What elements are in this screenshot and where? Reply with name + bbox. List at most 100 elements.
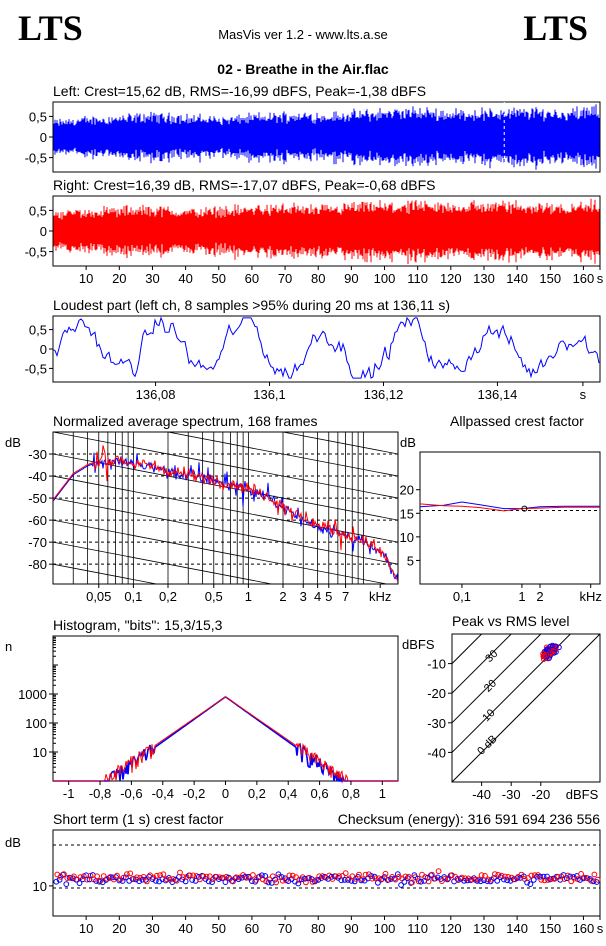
avg-spectrum-x-tick-label: 0,2 xyxy=(159,589,177,604)
short-term-crest-x-tick-label: 110 xyxy=(407,921,428,936)
short-term-crest-point xyxy=(544,873,550,880)
short-term-crest-point xyxy=(60,871,66,878)
short-term-crest-point xyxy=(474,878,481,884)
short-term-crest-point xyxy=(342,870,349,877)
peak-vs-rms-diagonal-label: 30 xyxy=(483,648,500,665)
short-term-crest-x-tick-label: 10 xyxy=(79,921,93,936)
short-term-crest-point xyxy=(259,872,265,879)
allpassed-crest-title: Allpassed crest factor xyxy=(450,413,584,429)
short-term-crest-point xyxy=(289,872,296,879)
right-waveform-x-tick-label: 110 xyxy=(407,271,428,286)
right-waveform-x-tick-label: 40 xyxy=(178,271,192,286)
short-term-crest-ylabel: dB xyxy=(5,835,21,850)
short-term-crest-x-tick-label: 40 xyxy=(178,921,192,936)
histogram-x-tick-label: 0,6 xyxy=(311,786,329,801)
short-term-crest-point xyxy=(527,881,534,887)
short-term-crest-point xyxy=(250,872,256,878)
short-term-crest-point xyxy=(504,877,511,884)
avg-spectrum-x-tick-label: 3 xyxy=(300,589,307,604)
short-term-crest-point xyxy=(372,875,379,882)
avg-spectrum-title: Normalized average spectrum, 168 frames xyxy=(53,413,318,429)
short-term-crest-point xyxy=(94,873,100,880)
short-term-crest-point xyxy=(444,876,451,883)
short-term-crest-point xyxy=(540,873,547,880)
allpassed-crest-frame xyxy=(419,451,601,585)
short-term-crest-point xyxy=(418,878,424,885)
short-term-crest-point xyxy=(405,873,412,880)
avg-spectrum-x-tick-label: 1 xyxy=(245,589,252,604)
peak-vs-rms-point xyxy=(541,652,548,659)
peak-vs-rms-point xyxy=(556,644,562,651)
short-term-crest-point xyxy=(358,877,365,884)
avg-spectrum-x-tick-label: 0,1 xyxy=(124,589,142,604)
left-waveform-title: Left: Crest=15,62 dB, RMS=-16,99 dBFS, P… xyxy=(53,83,426,99)
short-term-crest-point xyxy=(119,878,126,884)
short-term-crest-point xyxy=(209,879,216,885)
short-term-crest-point xyxy=(170,876,177,882)
histogram-x-tick-label: -0,6 xyxy=(120,786,142,801)
short-term-crest-point xyxy=(477,878,484,885)
peak-vs-rms-diagonal xyxy=(452,634,482,664)
short-term-crest-point xyxy=(127,870,134,877)
short-term-crest-point xyxy=(143,878,150,885)
right-waveform-x-tick-label: 30 xyxy=(145,271,159,286)
histogram-x-tick-label: -0,2 xyxy=(183,786,205,801)
left-waveform-y-tick-label: 0,5 xyxy=(29,109,47,124)
right-waveform-x-tick-label: 20 xyxy=(112,271,126,286)
allpassed-crest-x-tick-label: kHz xyxy=(580,589,602,604)
avg-spectrum-y-tick-label: -40 xyxy=(28,469,47,484)
histogram-series-right xyxy=(53,696,398,782)
right-waveform-x-tick-label: 80 xyxy=(311,271,325,286)
histogram-y-tick-label: 100 xyxy=(25,716,47,731)
short-term-crest-x-tick-label: 140 xyxy=(506,921,528,936)
short-term-crest-point xyxy=(265,879,272,886)
allpassed-crest-y-tick-label: 5 xyxy=(407,553,414,568)
short-term-crest-x-tick-label: 90 xyxy=(344,921,358,936)
avg-spectrum-slope-line xyxy=(53,475,398,543)
short-term-crest-point xyxy=(401,879,408,885)
peak-vs-rms-point xyxy=(552,643,559,650)
histogram-x-tick-label: 0,2 xyxy=(248,786,266,801)
short-term-crest-point xyxy=(368,873,375,879)
short-term-crest-point xyxy=(594,876,601,883)
right-waveform-x-tick-label: 10 xyxy=(79,271,93,286)
short-term-crest-point xyxy=(172,876,179,883)
short-term-crest-point xyxy=(548,876,555,882)
short-term-crest-point xyxy=(425,878,432,885)
short-term-crest-point xyxy=(545,877,551,883)
short-term-crest-checksum: Checksum (energy): 316 591 694 236 556 xyxy=(338,811,600,827)
short-term-crest-point xyxy=(180,874,187,880)
avg-spectrum-slope-line xyxy=(53,541,274,584)
avg-spectrum-slope-line xyxy=(53,563,159,584)
avg-spectrum-slope-line xyxy=(53,497,398,565)
histogram-x-tick-label: 1 xyxy=(379,786,386,801)
short-term-crest-point xyxy=(492,871,498,877)
short-term-crest-point xyxy=(76,880,83,886)
short-term-crest-x-tick-label: 20 xyxy=(112,921,126,936)
avg-spectrum-x-tick-label: 0,5 xyxy=(205,589,223,604)
short-term-crest-point xyxy=(434,874,441,881)
short-term-crest-point xyxy=(206,873,213,880)
allpassed-crest-x-tick-label: 2 xyxy=(536,589,543,604)
allpassed-crest-y-tick-label: 20 xyxy=(400,483,414,498)
short-term-crest-point xyxy=(190,872,197,879)
left-waveform: Left: Crest=15,62 dB, RMS=-16,99 dBFS, P… xyxy=(25,83,601,173)
right-waveform-x-tick-label: s xyxy=(597,271,604,286)
peak-vs-rms-y-tick-label: -20 xyxy=(427,686,446,701)
avg-spectrum-y-tick-label: -80 xyxy=(28,557,47,572)
peak-vs-rms-y-tick-label: -10 xyxy=(427,657,446,672)
peak-vs-rms-diagonal-label: 40 xyxy=(485,618,502,635)
short-term-crest-point xyxy=(64,875,71,881)
short-term-crest-point xyxy=(578,871,584,877)
histogram-x-tick-label: -0,4 xyxy=(152,786,174,801)
right-waveform-x-tick-label: 150 xyxy=(539,271,561,286)
short-term-crest-point xyxy=(351,878,358,885)
histogram-ylabel: n xyxy=(5,639,12,654)
peak-vs-rms-x-tick-label: -40 xyxy=(472,787,491,802)
short-term-crest-point xyxy=(428,872,434,879)
short-term-crest-point xyxy=(120,874,127,881)
avg-spectrum-x-tick-label: 7 xyxy=(342,589,349,604)
peak-vs-rms-diagonal xyxy=(452,634,512,694)
